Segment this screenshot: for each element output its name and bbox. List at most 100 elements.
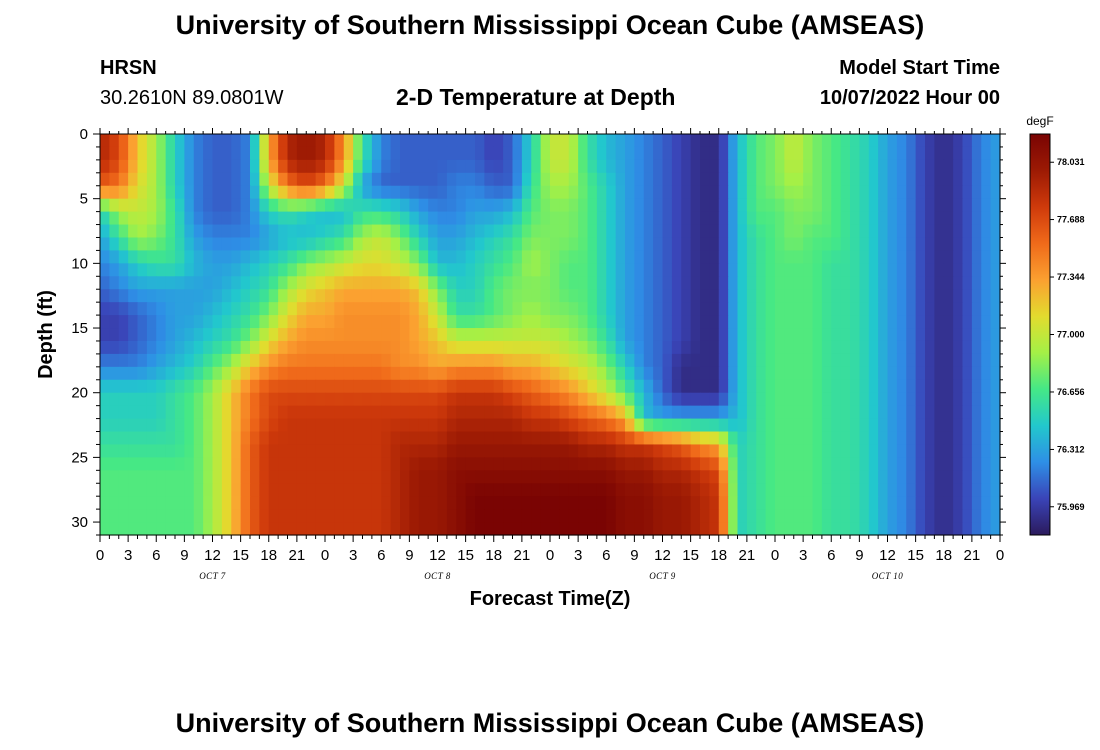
heatmap-cell: [690, 224, 701, 239]
heatmap-cell: [503, 405, 514, 420]
heatmap-cell: [203, 405, 214, 420]
heatmap-cell: [943, 302, 954, 316]
heatmap-cell: [746, 418, 757, 433]
heatmap-cell: [503, 328, 514, 342]
heatmap-cell: [812, 328, 823, 342]
heatmap-cell: [746, 315, 757, 329]
heatmap-cell: [128, 224, 139, 239]
heatmap-cell: [540, 185, 551, 200]
heatmap-cell: [503, 172, 514, 187]
heatmap-cell: [662, 418, 673, 433]
heatmap-cell: [343, 237, 354, 252]
heatmap-cell: [775, 366, 785, 381]
heatmap-cell: [671, 276, 682, 290]
heatmap-cell: [821, 224, 832, 239]
heatmap-cell: [681, 366, 692, 381]
heatmap-cell: [353, 263, 364, 277]
heatmap-cell: [896, 509, 907, 523]
heatmap-cell: [700, 237, 710, 252]
heatmap-cell: [990, 366, 1001, 381]
heatmap-cell: [831, 444, 842, 458]
heatmap-cell: [878, 444, 889, 458]
heatmap-cell: [775, 444, 785, 458]
heatmap-cell: [840, 276, 851, 290]
heatmap-cell: [531, 134, 542, 148]
heatmap-cell: [746, 185, 757, 200]
heatmap-cell: [362, 405, 373, 420]
heatmap-cell: [831, 496, 842, 510]
heatmap-cell: [915, 418, 926, 433]
heatmap-cell: [728, 198, 739, 213]
x-tick-label: 9: [855, 547, 863, 564]
heatmap-cell: [943, 263, 954, 277]
heatmap-cell: [306, 198, 317, 213]
heatmap-cell: [334, 134, 345, 148]
heatmap-cell: [521, 470, 532, 484]
heatmap-cell: [221, 366, 232, 381]
heatmap-cell: [343, 457, 354, 471]
heatmap-cell: [850, 444, 860, 458]
heatmap-cell: [146, 302, 157, 316]
heatmap-cell: [559, 405, 570, 420]
heatmap-cell: [653, 444, 664, 458]
heatmap-cell: [456, 237, 467, 252]
heatmap-cell: [784, 250, 795, 264]
heatmap-cell: [559, 366, 570, 381]
heatmap-cell: [400, 509, 410, 523]
heatmap-cell: [156, 159, 167, 174]
heatmap-cell: [653, 146, 664, 161]
heatmap-cell: [990, 457, 1001, 471]
heatmap-cell: [146, 198, 157, 213]
heatmap-cell: [362, 328, 373, 342]
heatmap-cell: [728, 444, 739, 458]
heatmap-cell: [990, 315, 1001, 329]
heatmap-cell: [634, 211, 645, 226]
heatmap-cell: [100, 353, 110, 368]
heatmap-cell: [681, 470, 692, 484]
date-label: OCT 8: [424, 571, 451, 581]
heatmap-cell: [146, 522, 157, 536]
heatmap-cell: [100, 366, 110, 381]
heatmap-cell: [990, 250, 1001, 264]
heatmap-cell: [156, 211, 167, 226]
heatmap-cell: [737, 522, 748, 536]
heatmap-cell: [615, 328, 626, 342]
heatmap-cell: [212, 444, 223, 458]
heatmap-cell: [315, 289, 326, 303]
heatmap-cell: [240, 172, 251, 187]
heatmap-cell: [390, 340, 401, 355]
heatmap-cell: [128, 392, 139, 407]
heatmap-cell: [868, 405, 879, 420]
heatmap-cell: [512, 211, 523, 226]
heatmap-cell: [690, 185, 701, 200]
heatmap-cell: [259, 328, 270, 342]
heatmap-cell: [512, 522, 523, 536]
colorbar-tick-label: 75.969: [1057, 502, 1085, 512]
heatmap-cell: [231, 496, 242, 510]
heatmap-cell: [362, 418, 373, 433]
heatmap-cell: [390, 457, 401, 471]
heatmap-cell: [306, 276, 317, 290]
heatmap-cell: [334, 172, 345, 187]
heatmap-cell: [662, 146, 673, 161]
heatmap-cell: [737, 237, 748, 252]
heatmap-cell: [737, 159, 748, 174]
heatmap-cell: [512, 483, 523, 497]
heatmap-cell: [418, 315, 429, 329]
heatmap-cell: [193, 418, 204, 433]
heatmap-cell: [221, 289, 232, 303]
heatmap-cell: [737, 224, 748, 239]
heatmap-cell: [578, 366, 589, 381]
heatmap-cell: [512, 263, 523, 277]
heatmap-cell: [465, 146, 476, 161]
heatmap-cell: [981, 328, 992, 342]
heatmap-cell: [962, 522, 973, 536]
heatmap-cell: [718, 470, 729, 484]
heatmap-cell: [109, 483, 120, 497]
heatmap-cell: [671, 302, 682, 316]
heatmap-cell: [681, 340, 692, 355]
heatmap-cell: [493, 302, 504, 316]
colorbar-tick-label: 77.000: [1057, 330, 1085, 340]
heatmap-cell: [203, 146, 214, 161]
heatmap-cell: [746, 328, 757, 342]
